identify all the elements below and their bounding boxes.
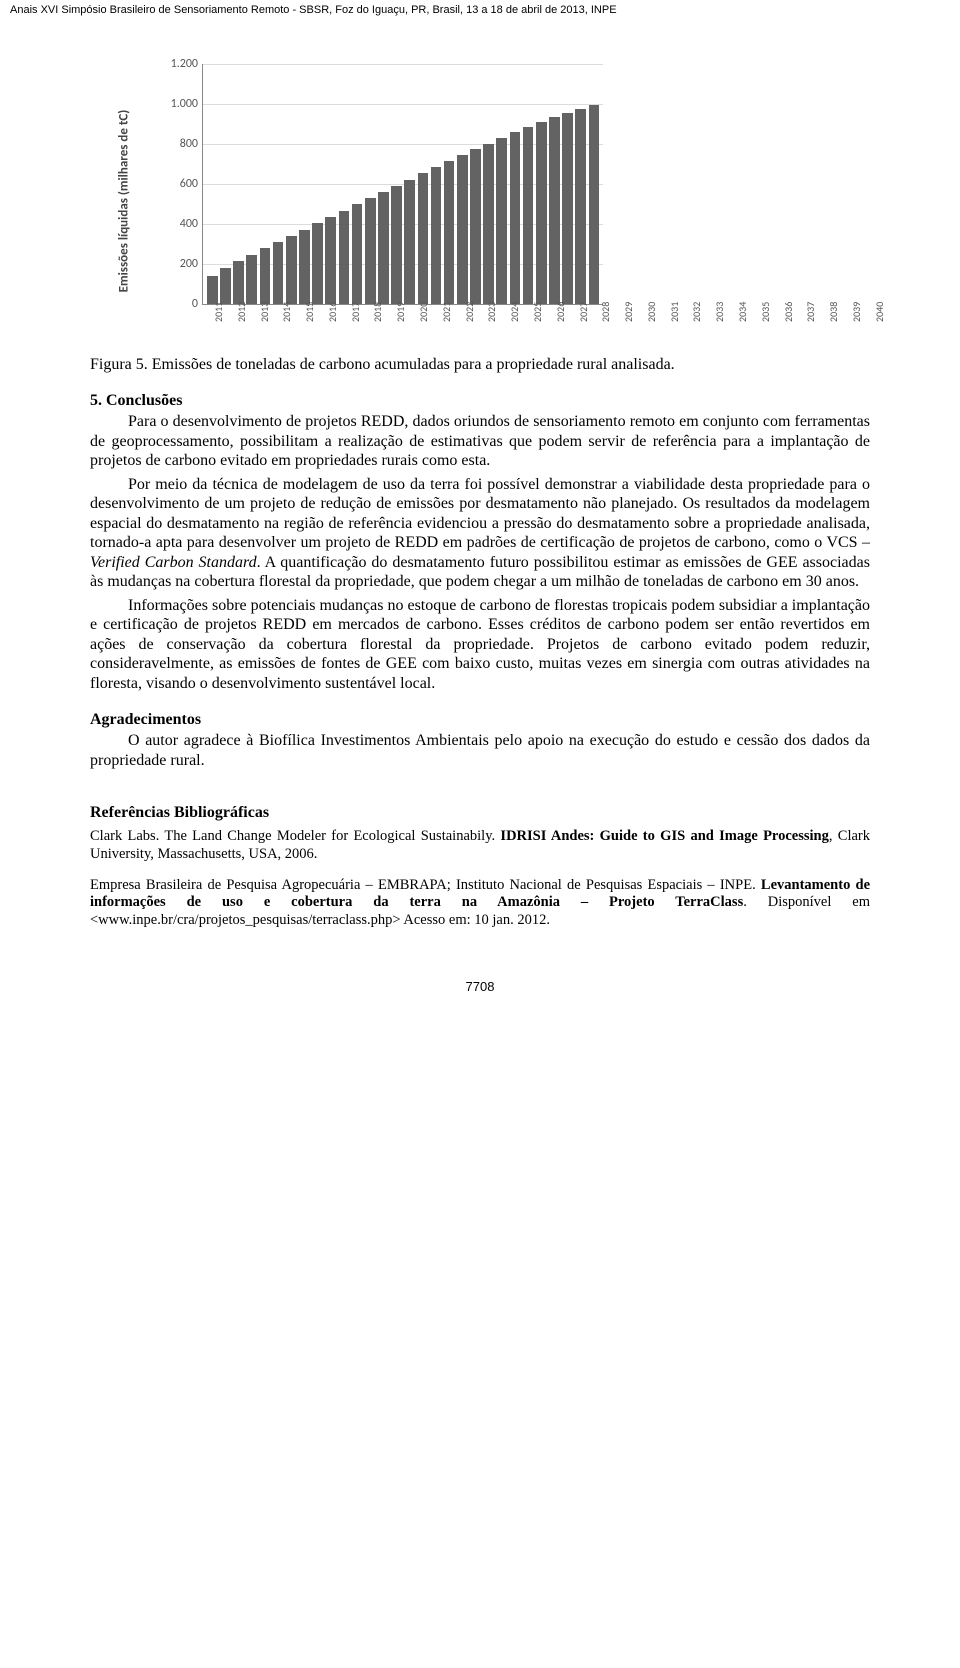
conclusions-para-1: Para o desenvolvimento de projetos REDD,… — [90, 412, 870, 471]
chart-bar — [273, 242, 284, 304]
chart-bar — [575, 109, 586, 304]
chart-x-tick: 2037 — [804, 302, 817, 322]
chart-bar — [470, 149, 481, 304]
conference-header: Anais XVI Simpósio Brasileiro de Sensori… — [0, 0, 960, 16]
chart-y-tick: 400 — [170, 217, 198, 231]
chart-x-tick: 2034 — [736, 302, 749, 322]
chart-y-tick: 200 — [170, 257, 198, 271]
chart-x-tick: 2029 — [622, 302, 635, 322]
chart-x-tick: 2026 — [554, 302, 567, 322]
chart-bar — [352, 204, 363, 304]
ref2-authors: Empresa Brasileira de Pesquisa Agropecuá… — [90, 877, 761, 893]
ref1-authors: Clark Labs. The Land Change Modeler for … — [90, 828, 500, 844]
chart-bar — [523, 127, 534, 304]
chart-x-tick: 2030 — [645, 302, 658, 322]
chart-bar — [325, 217, 336, 304]
chart-bar — [260, 248, 271, 304]
vcs-italic: Verified Carbon Standard — [90, 554, 257, 571]
chart-bar — [404, 180, 415, 304]
chart-x-tick: 2028 — [599, 302, 612, 322]
chart-bar — [207, 276, 218, 304]
chart-y-tick: 1.200 — [170, 57, 198, 71]
chart-x-tick: 2011 — [212, 302, 225, 322]
chart-x-tick: 2036 — [782, 302, 795, 322]
chart-x-tick: 2035 — [759, 302, 772, 322]
chart-plot-area — [202, 64, 603, 305]
chart-bar — [312, 223, 323, 304]
chart-bar — [496, 138, 507, 304]
chart-x-tick: 2018 — [371, 302, 384, 322]
chart-bar — [378, 192, 389, 304]
chart-y-tick: 800 — [170, 137, 198, 151]
page-body: Emissões líquidas (milhares de tC) 0 200 40… — [0, 16, 960, 1034]
chart-bar — [431, 167, 442, 304]
chart-x-tick: 2027 — [577, 302, 590, 322]
chart-bar — [220, 268, 231, 304]
chart-y-axis-label: Emissões líquidas (milhares de tC) — [117, 110, 132, 293]
chart-x-tick: 2015 — [303, 302, 316, 322]
chart-bar — [483, 144, 494, 304]
chart-x-tick: 2040 — [873, 302, 886, 322]
chart-y-tick: 600 — [170, 177, 198, 191]
chart-x-tick: 2016 — [326, 302, 339, 322]
chart-x-tick: 2012 — [235, 302, 248, 322]
chart-bar — [339, 211, 350, 304]
acknowledgements-title: Agradecimentos — [90, 711, 870, 729]
para2-text-a: Por meio da técnica de modelagem de uso … — [90, 476, 870, 552]
chart-bar — [536, 122, 547, 304]
figure-5-caption: Figura 5. Emissões de toneladas de carbo… — [90, 356, 870, 374]
chart-bar — [246, 255, 257, 304]
chart-x-tick: 2024 — [508, 302, 521, 322]
chart-bar — [510, 132, 521, 304]
figure-5-chart: Emissões líquidas (milhares de tC)020040… — [130, 56, 870, 346]
chart-bar — [418, 173, 429, 304]
chart-x-tick: 2033 — [713, 302, 726, 322]
chart-x-ticks: 2011201220132014201520162017201820192020… — [202, 306, 602, 319]
chart-bar — [365, 198, 376, 304]
acknowledgements-body: O autor agradece à Biofílica Investiment… — [90, 731, 870, 770]
conclusions-para-3: Informações sobre potenciais mudanças no… — [90, 596, 870, 694]
chart-bar — [233, 261, 244, 304]
section-5-title: 5. Conclusões — [90, 392, 870, 410]
chart-x-tick: 2039 — [850, 302, 863, 322]
reference-1: Clark Labs. The Land Change Modeler for … — [90, 828, 870, 863]
chart-bar — [589, 105, 600, 304]
chart-x-tick: 2025 — [531, 302, 544, 322]
chart-bar — [457, 155, 468, 304]
chart-x-tick: 2014 — [280, 302, 293, 322]
chart-x-tick: 2020 — [417, 302, 430, 322]
chart-bars — [203, 64, 603, 304]
chart-y-tick: 1.000 — [170, 97, 198, 111]
ref1-title: IDRISI Andes: Guide to GIS and Image Pro… — [500, 828, 828, 844]
chart-x-tick: 2013 — [258, 302, 271, 322]
chart-x-tick: 2019 — [394, 302, 407, 322]
chart-x-tick: 2017 — [349, 302, 362, 322]
page-number: 7708 — [90, 979, 870, 994]
chart-bar — [286, 236, 297, 304]
chart-bar — [444, 161, 455, 304]
references-title: Referências Bibliográficas — [90, 804, 870, 822]
reference-2: Empresa Brasileira de Pesquisa Agropecuá… — [90, 877, 870, 929]
chart-bar — [549, 117, 560, 304]
chart-bar — [562, 113, 573, 304]
chart-x-tick: 2031 — [668, 302, 681, 322]
chart-x-tick: 2032 — [690, 302, 703, 322]
chart-bar — [299, 230, 310, 304]
chart-bar — [391, 186, 402, 304]
chart-x-tick: 2038 — [827, 302, 840, 322]
chart-x-tick: 2022 — [463, 302, 476, 322]
chart-x-tick: 2021 — [440, 302, 453, 322]
chart-y-tick: 0 — [170, 297, 198, 311]
conclusions-para-2: Por meio da técnica de modelagem de uso … — [90, 475, 870, 592]
chart-x-tick: 2023 — [485, 302, 498, 322]
